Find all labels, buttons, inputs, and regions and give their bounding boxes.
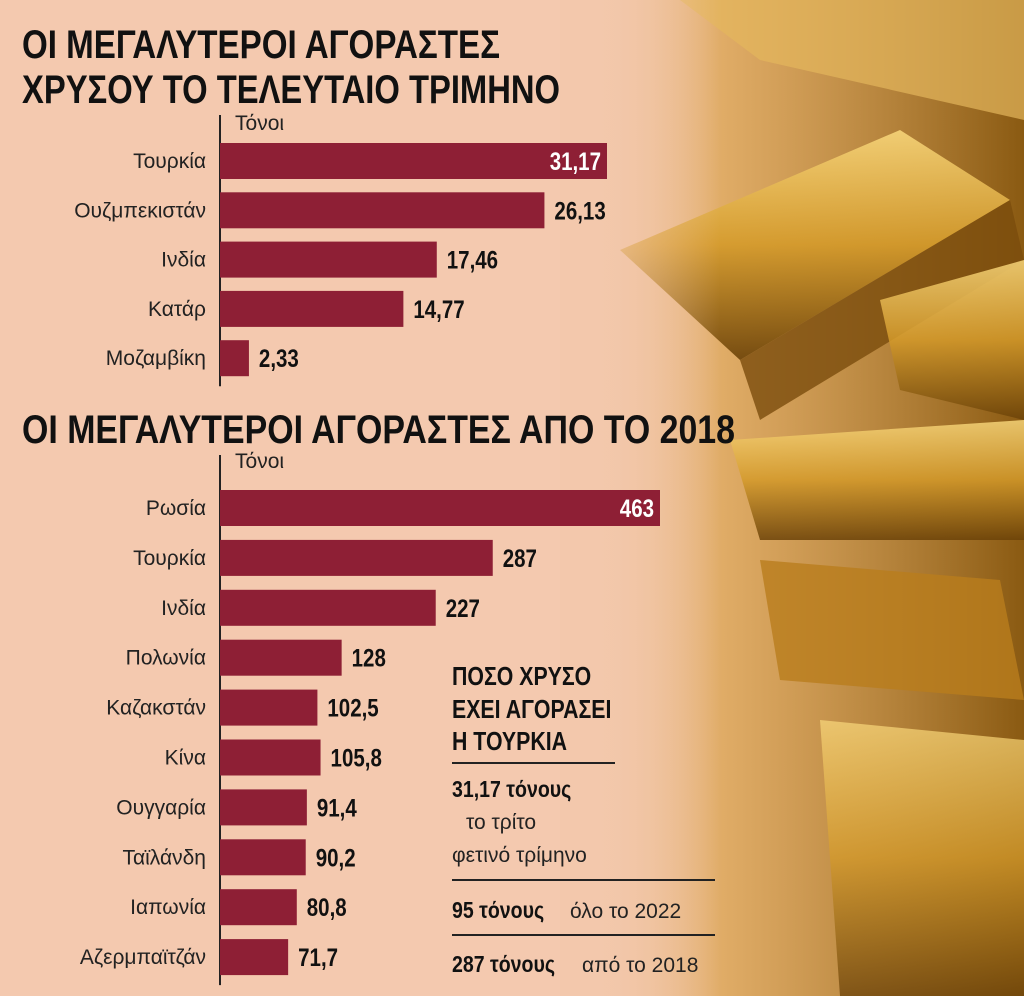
fact-text: όλο το 2022 bbox=[570, 900, 681, 923]
value-label: 14,77 bbox=[413, 295, 464, 323]
bar bbox=[220, 589, 436, 626]
value-label: 17,46 bbox=[447, 246, 498, 274]
value-label: 463 bbox=[620, 494, 654, 522]
value-label: 102,5 bbox=[327, 694, 379, 722]
category-label: Καζακστάν bbox=[106, 697, 206, 720]
fact-text: φετινό τρίμηνο bbox=[452, 844, 587, 867]
bar bbox=[220, 192, 545, 229]
bar bbox=[220, 839, 306, 876]
chart-title: ΟΙ ΜΕΓΑΛΥΤΕΡΟΙ ΑΓΟΡΑΣΤΕΣ ΑΠΟ ΤΟ 2018 bbox=[22, 408, 735, 452]
value-label: 105,8 bbox=[331, 744, 383, 772]
bar bbox=[220, 340, 249, 377]
bar bbox=[220, 490, 660, 526]
value-label: 90,2 bbox=[316, 843, 356, 871]
category-label: Ρωσία bbox=[146, 497, 206, 520]
value-label: 287 bbox=[503, 544, 537, 572]
bar bbox=[220, 143, 607, 179]
category-label: Κίνα bbox=[165, 747, 206, 770]
bar bbox=[220, 889, 297, 926]
bar bbox=[220, 789, 307, 826]
category-label: Μοζαμβίκη bbox=[106, 347, 206, 370]
category-label: Κατάρ bbox=[148, 298, 206, 321]
category-label: Τουρκία bbox=[133, 150, 206, 173]
category-label: Ιαπωνία bbox=[130, 896, 206, 919]
fact-bold: 31,17 τόνους bbox=[452, 777, 571, 803]
category-label: Ταϊλάνδη bbox=[122, 846, 206, 869]
fact-bold: 287 τόνους bbox=[452, 952, 555, 978]
value-label: 31,17 bbox=[550, 147, 601, 175]
category-label: Τουρκία bbox=[133, 547, 206, 570]
category-label: Ουζμπεκιστάν bbox=[74, 199, 206, 222]
unit-label: Τόνοι bbox=[235, 450, 284, 473]
fact-text: το τρίτο bbox=[466, 811, 536, 834]
value-label: 227 bbox=[446, 594, 480, 622]
value-label: 91,4 bbox=[317, 793, 357, 821]
category-label: Ουγγαρία bbox=[116, 796, 206, 819]
bar bbox=[220, 639, 342, 676]
bar bbox=[220, 739, 321, 776]
sidebar: ΠΟΣΟ ΧΡΥΣΟ ΕΧΕΙ ΑΓΟΡΑΣΕΙ Η ΤΟΥΡΚΙΑ 31,17… bbox=[452, 662, 715, 977]
chart-title: ΧΡΥΣΟΥ ΤΟ ΤΕΛΕΥΤΑΙΟ ΤΡΙΜΗΝΟ bbox=[22, 68, 560, 112]
bar bbox=[220, 539, 493, 576]
value-label: 80,8 bbox=[307, 893, 347, 921]
category-label: Ινδία bbox=[161, 597, 206, 620]
category-label: Πολωνία bbox=[126, 647, 206, 670]
sidebar-title: Η ΤΟΥΡΚΙΑ bbox=[452, 727, 567, 757]
fact-text: από το 2018 bbox=[582, 954, 698, 977]
sidebar-title: ΕΧΕΙ ΑΓΟΡΑΣΕΙ bbox=[452, 695, 611, 725]
value-label: 128 bbox=[352, 644, 386, 672]
bar bbox=[220, 939, 289, 976]
sidebar-title: ΠΟΣΟ ΧΡΥΣΟ bbox=[452, 662, 591, 692]
bar bbox=[220, 290, 404, 327]
category-label: Ινδία bbox=[161, 249, 206, 272]
value-label: 71,7 bbox=[298, 943, 338, 971]
fact-bold: 95 τόνους bbox=[452, 898, 544, 924]
category-label: Αζερμπαϊτζάν bbox=[80, 946, 206, 969]
value-label: 26,13 bbox=[554, 196, 605, 224]
unit-label: Τόνοι bbox=[235, 112, 284, 135]
chart-title: ΟΙ ΜΕΓΑΛΥΤΕΡΟΙ ΑΓΟΡΑΣΤΕΣ bbox=[22, 23, 500, 67]
bar bbox=[220, 689, 318, 726]
bar bbox=[220, 241, 437, 278]
value-label: 2,33 bbox=[259, 344, 299, 372]
